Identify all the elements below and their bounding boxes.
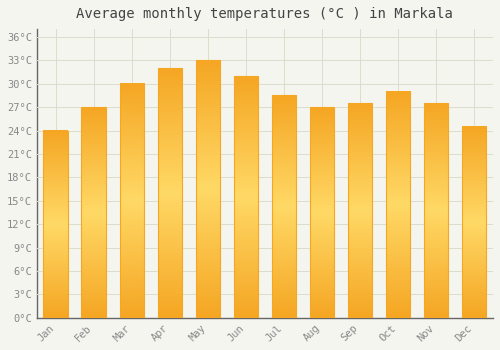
Bar [120, 84, 144, 318]
Bar [310, 107, 334, 318]
Bar [272, 96, 296, 318]
Bar [158, 68, 182, 318]
Bar [196, 60, 220, 318]
Bar [386, 91, 410, 318]
Bar [462, 127, 486, 318]
Title: Average monthly temperatures (°C ) in Markala: Average monthly temperatures (°C ) in Ma… [76, 7, 454, 21]
Bar [424, 103, 448, 318]
Bar [348, 103, 372, 318]
Bar [234, 76, 258, 318]
Bar [82, 107, 106, 318]
Bar [44, 131, 68, 318]
